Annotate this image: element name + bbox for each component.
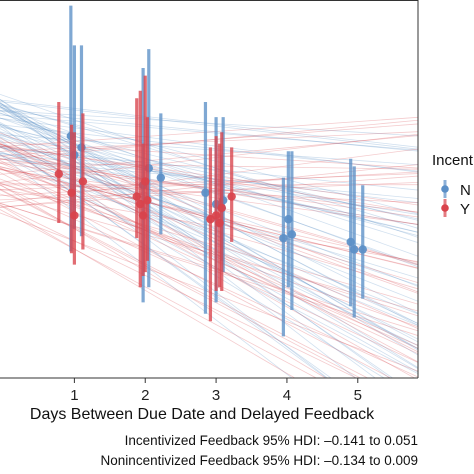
legend-swatch-yes-dot — [441, 204, 449, 212]
legend-title: Incent — [432, 152, 474, 169]
legend-swatch-no-dot — [441, 185, 449, 193]
data-point-yes — [54, 169, 64, 179]
x-tick-label: 5 — [354, 387, 362, 404]
data-points — [54, 5, 367, 337]
data-point-no — [156, 173, 166, 182]
data-point-no — [279, 233, 288, 243]
data-point-no — [358, 245, 367, 254]
legend: Incent N Y — [432, 152, 474, 218]
data-point-no — [350, 245, 359, 254]
legend-entry-no: N — [441, 180, 471, 199]
data-point-no — [201, 188, 210, 197]
x-tick-label: 1 — [70, 387, 78, 404]
data-point-yes — [143, 196, 152, 205]
x-tick-label: 2 — [141, 387, 149, 404]
x-tick-label: 4 — [283, 387, 291, 404]
x-tick-label: 3 — [212, 387, 220, 404]
x-axis-ticks: 1 2 3 4 5 — [70, 378, 362, 404]
data-point-yes — [78, 177, 88, 186]
data-point-no — [287, 230, 297, 239]
legend-label-yes: Y — [460, 201, 470, 218]
data-point-yes — [217, 203, 226, 213]
data-point-yes — [227, 192, 236, 201]
legend-entry-yes: Y — [441, 199, 470, 218]
legend-label-no: N — [460, 182, 471, 199]
hdi-nonincentivized-note: Nonincentivized Feedback 95% HDI: –0.134… — [100, 453, 418, 468]
hdi-incentivized-note: Incentivized Feedback 95% HDI: –0.141 to… — [124, 433, 418, 448]
data-point-yes — [70, 211, 79, 220]
x-axis-title: Days Between Due Date and Delayed Feedba… — [30, 406, 375, 423]
